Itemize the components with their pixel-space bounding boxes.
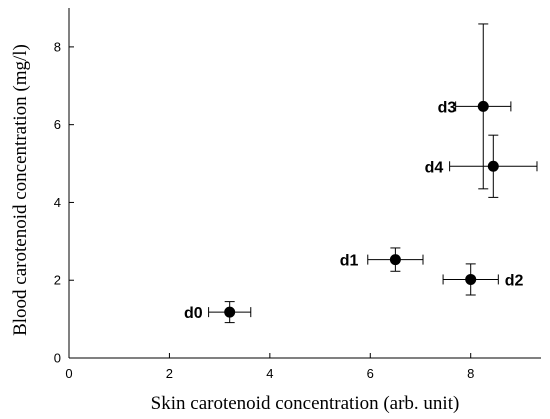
d2-label: d2 bbox=[505, 272, 524, 289]
y-tick-label: 4 bbox=[54, 195, 61, 210]
x-tick-label: 2 bbox=[166, 366, 173, 381]
y-tick-label: 6 bbox=[54, 117, 61, 132]
x-tick-label: 0 bbox=[65, 366, 72, 381]
d3-label: d3 bbox=[438, 99, 457, 116]
x-tick-label: 6 bbox=[367, 366, 374, 381]
x-tick-label: 4 bbox=[266, 366, 273, 381]
d4-point bbox=[487, 160, 499, 172]
d0-point bbox=[224, 306, 236, 318]
d1-label: d1 bbox=[340, 253, 359, 270]
d0-label: d0 bbox=[184, 305, 203, 322]
y-tick-label: 2 bbox=[54, 273, 61, 288]
y-tick-label: 0 bbox=[54, 351, 61, 366]
y-tick-label: 8 bbox=[54, 39, 61, 54]
y-axis-title: Blood carotenoid concentration (mg/l) bbox=[10, 44, 31, 336]
x-tick-label: 8 bbox=[467, 366, 474, 381]
d3-point bbox=[477, 100, 489, 112]
plot-area: 0 2 4 6 8 0 2 4 6 8 d0 d1 d2 d3 d4 bbox=[54, 8, 541, 381]
d2-point bbox=[465, 273, 477, 285]
d1-point bbox=[389, 254, 401, 266]
d4-label: d4 bbox=[425, 159, 444, 176]
x-axis-title: Skin carotenoid concentration (arb. unit… bbox=[151, 393, 460, 414]
